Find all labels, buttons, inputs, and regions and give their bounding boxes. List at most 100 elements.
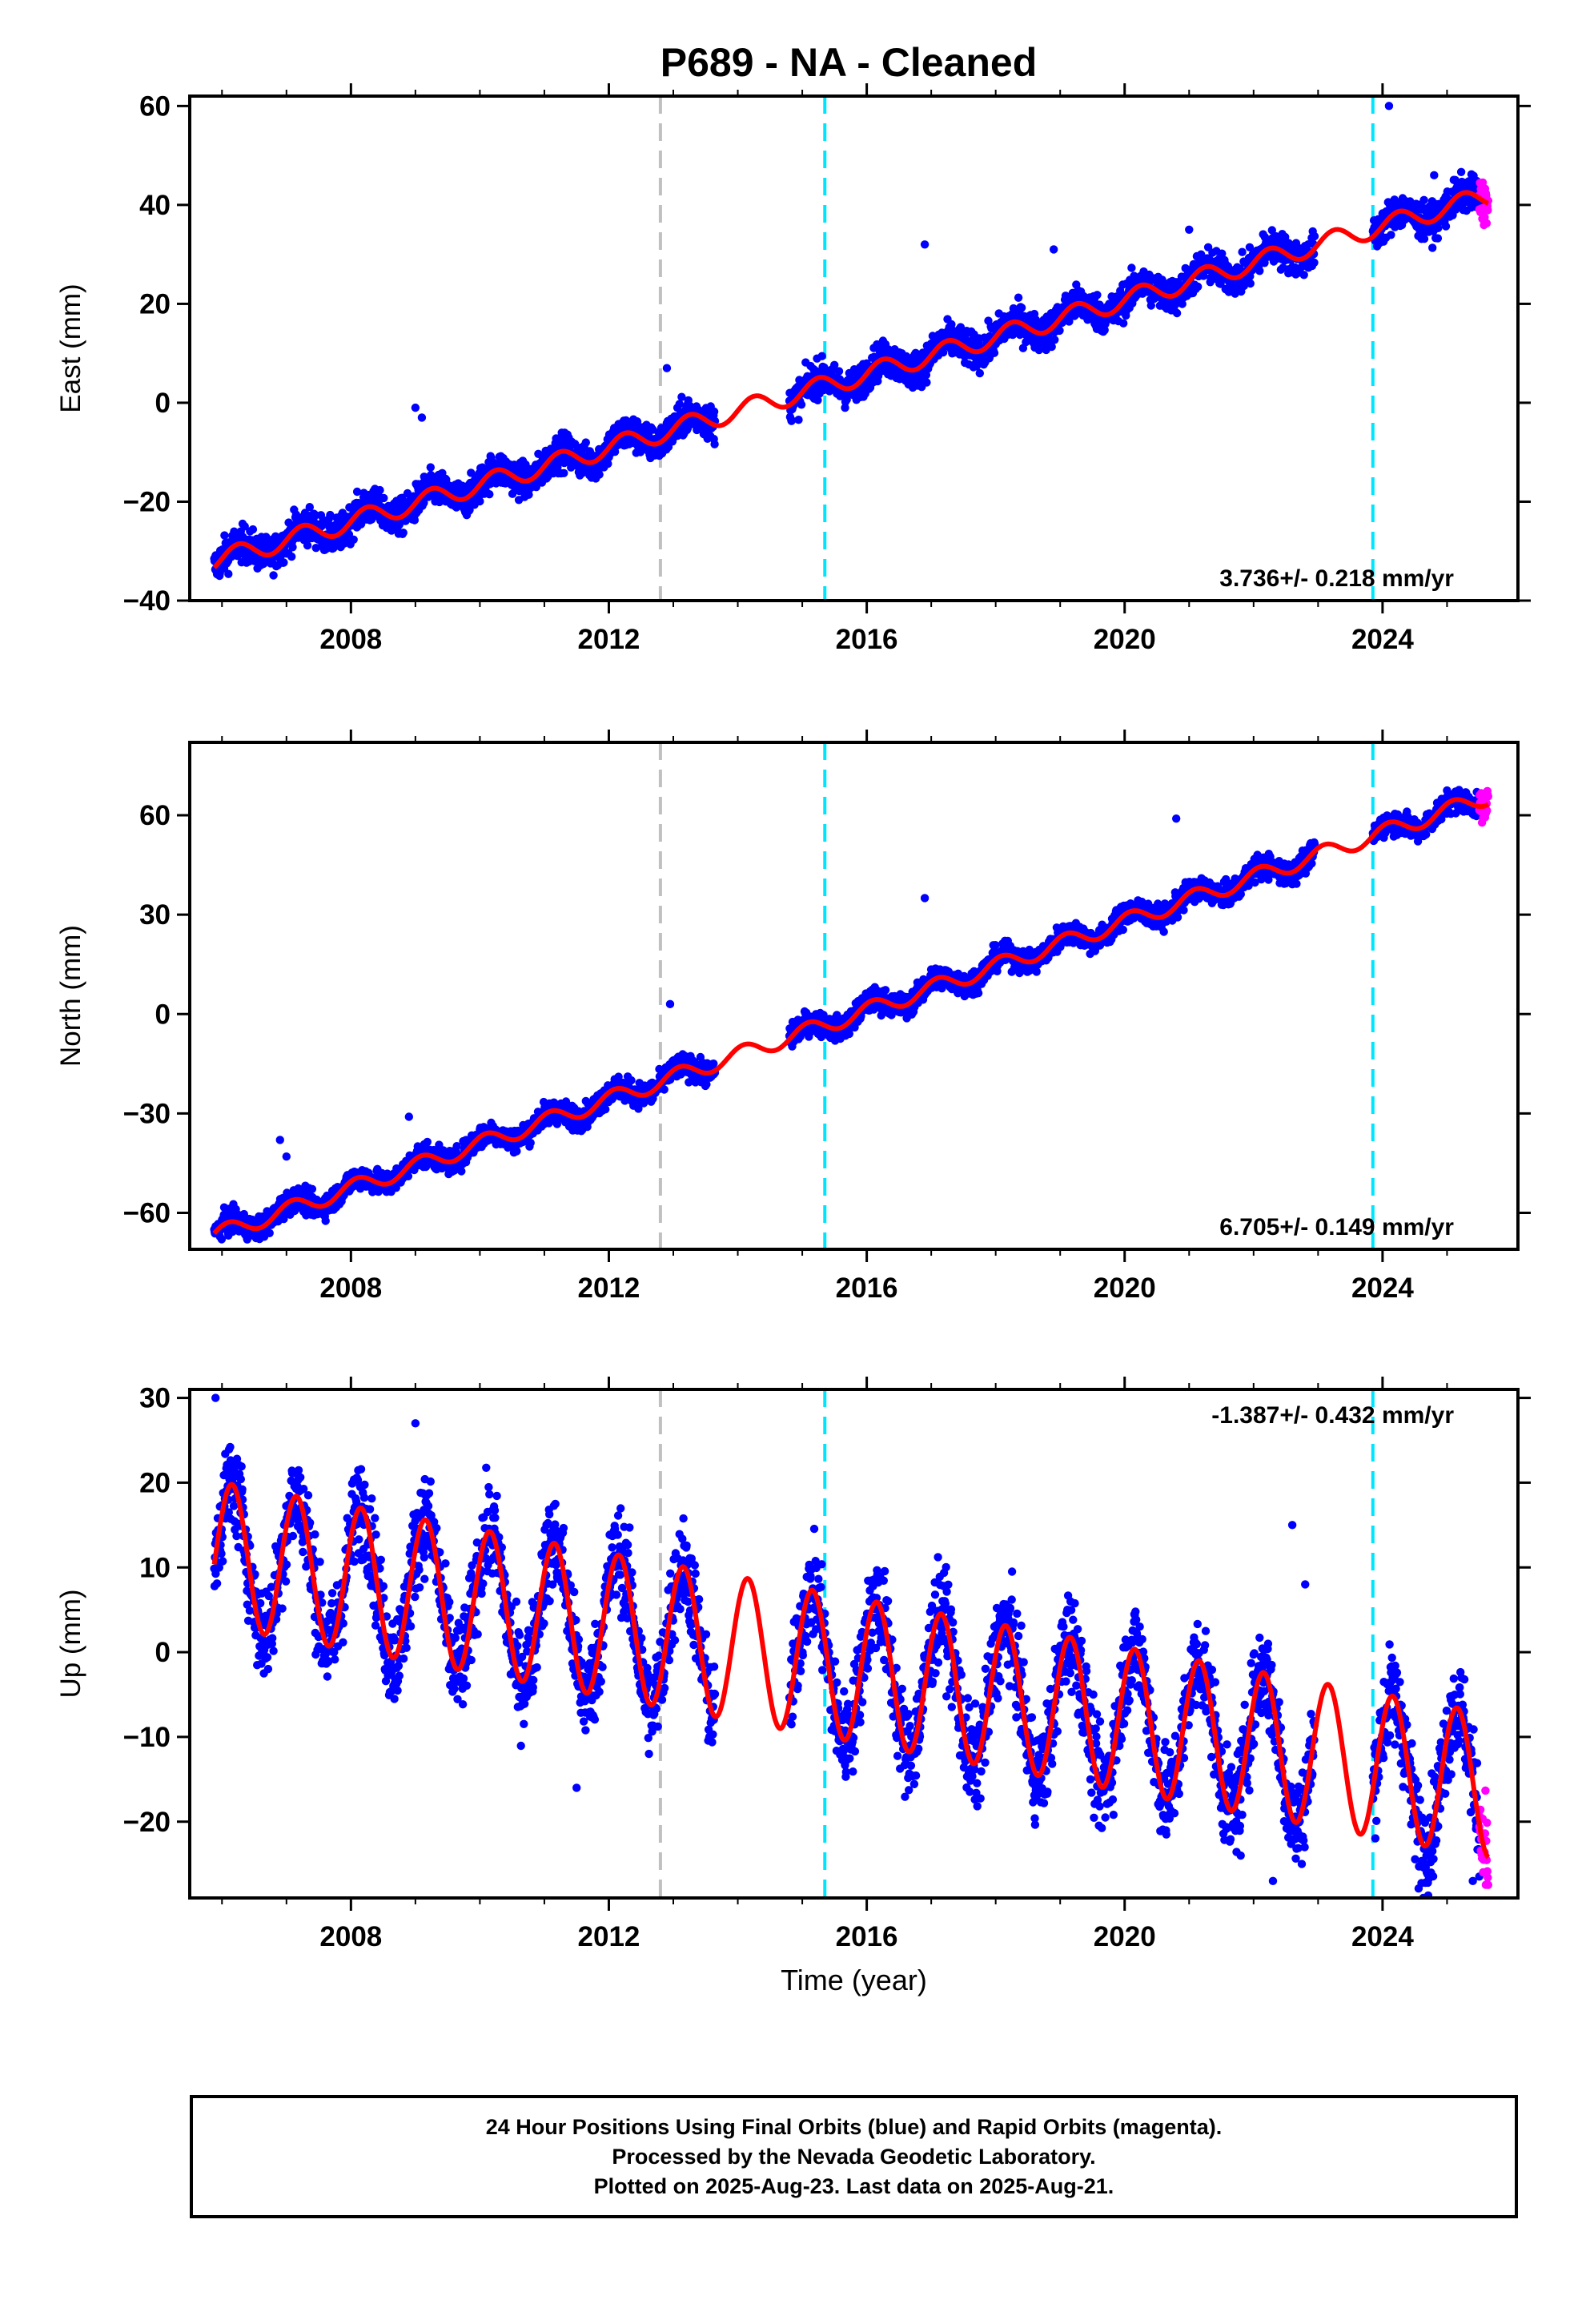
final-orbit-point	[1017, 304, 1026, 312]
final-orbit-point	[834, 367, 844, 376]
final-orbit-point	[279, 558, 288, 567]
final-orbit-point	[399, 529, 408, 537]
final-orbit-point	[307, 1184, 317, 1194]
rapid-orbit-point	[1484, 206, 1492, 215]
final-orbit-point	[303, 541, 312, 550]
final-orbit-point	[709, 1059, 718, 1068]
final-orbit-point	[248, 525, 258, 534]
final-orbit-point	[1428, 243, 1437, 252]
final-orbit-point	[287, 552, 296, 561]
final-orbit-point	[1310, 231, 1319, 241]
final-orbit-point	[1194, 282, 1203, 292]
final-orbit-point	[1100, 326, 1109, 335]
outlier-point	[920, 240, 930, 249]
final-orbit-point	[476, 497, 484, 506]
final-orbit-point	[321, 1216, 330, 1225]
final-orbit-point	[524, 490, 533, 499]
final-orbit-point	[709, 407, 719, 416]
final-orbit-point	[467, 468, 476, 477]
final-orbit-point	[1009, 304, 1018, 313]
rapid-orbit-point	[1482, 219, 1492, 227]
final-orbit-point	[677, 392, 686, 401]
final-orbit-point	[457, 1167, 466, 1176]
final-orbit-point	[375, 485, 384, 495]
final-orbit-point	[305, 503, 314, 512]
north-plot-area	[210, 742, 1493, 1249]
final-orbit-point	[1093, 291, 1102, 300]
final-orbit-point	[379, 493, 388, 503]
outlier-point	[1384, 102, 1394, 111]
final-orbit-point	[485, 490, 494, 499]
final-orbit-point	[1456, 167, 1466, 176]
final-orbit-point	[990, 348, 999, 357]
final-orbit-point	[1255, 267, 1264, 275]
final-orbit-point	[797, 400, 806, 409]
east-y-tick-label: 60	[139, 90, 171, 122]
final-orbit-point	[1050, 336, 1059, 344]
final-orbit-point	[1178, 300, 1186, 308]
final-orbit-point	[881, 986, 890, 995]
final-orbit-point	[1419, 195, 1428, 204]
final-orbit-point	[1246, 279, 1255, 288]
final-orbit-point	[1310, 258, 1319, 267]
final-orbit-point	[269, 571, 278, 580]
final-orbit-point	[975, 368, 985, 378]
final-orbit-point	[1146, 301, 1156, 310]
east-y-tick-label: −40	[123, 585, 171, 617]
final-orbit-point	[1014, 293, 1023, 302]
east-y-axis-label: East (mm)	[55, 283, 86, 412]
final-orbit-point	[1299, 271, 1308, 279]
final-orbit-point	[1441, 222, 1451, 231]
final-orbit-point	[813, 396, 822, 404]
final-orbit-point	[423, 1137, 432, 1147]
final-orbit-point	[595, 470, 604, 479]
final-orbit-point	[841, 404, 849, 412]
final-orbit-point	[675, 400, 684, 408]
final-orbit-point	[560, 468, 568, 477]
east-x-tick-label: 2024	[1351, 624, 1414, 655]
final-orbit-point	[526, 1138, 535, 1148]
outlier-point	[1049, 245, 1058, 254]
east-y-tick-label: 20	[139, 288, 171, 320]
final-orbit-point	[288, 543, 297, 552]
east-y-tick-label: 40	[139, 190, 171, 221]
final-orbit-point	[224, 569, 233, 578]
final-orbit-point	[349, 535, 358, 544]
final-orbit-point	[240, 522, 249, 531]
final-orbit-point	[660, 1085, 669, 1094]
final-orbit-point	[842, 395, 851, 404]
final-orbit-point	[1387, 231, 1395, 239]
final-orbit-point	[830, 360, 839, 369]
final-orbit-point	[601, 1105, 610, 1114]
final-orbit-point	[1238, 247, 1247, 256]
final-orbit-point	[939, 348, 948, 357]
final-orbit-point	[627, 1076, 636, 1085]
east-x-tick-label: 2008	[319, 624, 382, 655]
final-orbit-point	[817, 352, 826, 360]
final-orbit-point	[604, 459, 612, 468]
final-orbit-point	[1433, 234, 1443, 243]
final-orbit-point	[794, 416, 803, 424]
final-orbit-point	[1055, 326, 1064, 335]
east-rate-annotation: 3.736+/- 0.218 mm/yr	[1219, 565, 1454, 592]
final-orbit-point	[710, 440, 719, 448]
final-orbit-point	[220, 531, 229, 540]
outlier-point	[1430, 171, 1439, 180]
outlier-point	[1185, 225, 1194, 234]
chart-title: P689 - NA - Cleaned	[661, 40, 1038, 85]
final-orbit-point	[581, 438, 590, 447]
east-x-tick-label: 2016	[836, 624, 898, 655]
final-orbit-point	[683, 424, 693, 433]
final-orbit-point	[352, 487, 362, 497]
final-orbit-point	[922, 378, 931, 387]
timeseries-figure: P689 - NA - Cleaned 2008 2012 2016 2020 2024…	[55, 40, 1531, 1996]
final-orbit-point	[1127, 263, 1136, 272]
final-orbit-point	[1119, 319, 1128, 328]
final-orbit-point	[1172, 308, 1182, 318]
outlier-point	[411, 403, 420, 412]
east-x-tick-label: 2020	[1094, 624, 1156, 655]
outlier-point	[417, 413, 427, 422]
east-y-tick-label: −20	[123, 486, 171, 517]
